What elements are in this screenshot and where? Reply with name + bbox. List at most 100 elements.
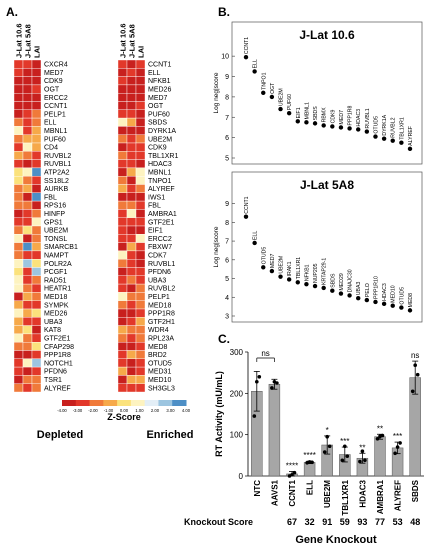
scatter-point-label: RUVBL2 <box>391 117 397 137</box>
enriched-cell <box>135 275 146 285</box>
depleted-cell <box>13 184 24 194</box>
depleted-cell <box>13 101 24 111</box>
scatter-point <box>252 69 257 74</box>
depleted-cell <box>13 134 24 144</box>
panel-a: A. J-Lat 10.6 J-Lat 5A8 LAI J-Lat 10.6 J-La… <box>6 5 194 441</box>
enriched-column-header: J-Lat 5A8 <box>128 24 137 58</box>
bar-category-label: SBDS <box>411 479 420 502</box>
enriched-cell <box>135 383 146 393</box>
scatter-point-label: OTUD5 <box>399 287 405 305</box>
bar-replicate-point <box>415 372 420 377</box>
depleted-gene-label: UBE2M <box>44 228 68 235</box>
scatter-point <box>364 297 370 303</box>
depleted-gene-label: CXCR4 <box>44 62 68 69</box>
depleted-cell <box>13 234 24 243</box>
scatter-y-tick-label: 8 <box>225 94 229 101</box>
enriched-cell <box>126 234 137 243</box>
enriched-gene-label: OTUD5 <box>148 360 172 367</box>
enriched-cell <box>126 350 137 360</box>
enriched-cell <box>117 76 128 86</box>
colorbar-segment <box>117 400 132 406</box>
scatter-point-label: ELL <box>253 231 259 240</box>
scatter-point <box>381 301 387 307</box>
colorbar-title: Z-Score <box>107 412 141 422</box>
enriched-cell <box>126 225 137 235</box>
depleted-cell <box>22 242 33 252</box>
enriched-cell <box>117 259 128 268</box>
enriched-cell <box>135 333 146 343</box>
enriched-cell <box>126 308 137 318</box>
depleted-cell <box>22 366 33 376</box>
enriched-gene-label: FBXW7 <box>148 244 172 251</box>
scatter-point-label: MED8 <box>408 293 414 308</box>
depleted-cell <box>22 275 33 285</box>
depleted-gene-label: CCNT1 <box>44 103 67 110</box>
depleted-cell <box>31 292 42 301</box>
depleted-cell <box>22 167 33 177</box>
scatter-point <box>390 303 395 308</box>
colorbar-segment <box>130 400 146 406</box>
enriched-cell <box>135 283 146 293</box>
enriched-cell <box>117 275 128 285</box>
scatter-point-label: TNPO1 <box>261 72 267 89</box>
enriched-gene-label: ERCC2 <box>148 236 172 243</box>
depleted-cell <box>13 366 24 376</box>
depleted-gene-label: HINFP <box>44 211 65 218</box>
bar-replicate-point <box>398 441 402 445</box>
knockout-score-value: 48 <box>410 517 420 527</box>
depleted-cell <box>22 292 33 301</box>
enriched-cell <box>135 342 146 351</box>
scatter-point-label: UBE2M <box>279 256 285 274</box>
depleted-cell <box>13 333 24 343</box>
scatter-y-tick-label: 8 <box>225 220 229 227</box>
bar-category-label: ALYREF <box>394 480 403 511</box>
enriched-gene-label: AMBRA1 <box>148 211 177 218</box>
scatter-point <box>364 129 370 134</box>
scatter-point-label: DYRK1A <box>382 114 388 135</box>
depleted-cell <box>31 267 42 277</box>
enriched-cell <box>126 333 137 343</box>
enriched-cell <box>117 375 128 384</box>
enriched-cell <box>117 383 128 393</box>
enriched-gene-label: NFKB1 <box>148 78 171 85</box>
depleted-gene-label: OGT <box>44 87 60 94</box>
depleted-gene-label: TONSL <box>44 236 67 243</box>
scatter-point-label: EIF1 <box>296 107 302 118</box>
scatter-point-label: OTUD5 <box>261 247 267 265</box>
scatter-point <box>407 146 413 152</box>
enriched-cell <box>135 84 146 94</box>
enriched-cell <box>126 134 137 144</box>
enriched-cell <box>126 242 137 252</box>
enriched-cell <box>135 225 146 235</box>
bar-y-tick-label: 200 <box>230 389 244 398</box>
enriched-cell <box>126 109 137 119</box>
enriched-cell <box>135 325 146 335</box>
depleted-gene-label: UBA3 <box>44 319 62 326</box>
enriched-cell <box>126 317 137 326</box>
depleted-column-header: J-Lat 5A8 <box>24 24 33 58</box>
depleted-gene-labels: CXCR4MED7CDK9OGTERCC2CCNT1PELP1ELLMBNL1P… <box>44 62 78 393</box>
depleted-cell <box>13 92 24 102</box>
depleted-cell <box>31 300 42 310</box>
depleted-cell <box>22 259 33 268</box>
colorbar-segment <box>62 400 77 406</box>
bar-category-label: NTC <box>253 480 262 497</box>
depleted-cell <box>13 59 24 69</box>
depleted-cell <box>31 308 42 318</box>
depleted-cell <box>31 175 42 185</box>
depleted-cell <box>13 217 24 227</box>
enriched-cell <box>126 159 137 169</box>
scatter-y-tick-label: 9 <box>225 201 229 208</box>
enriched-cell <box>135 308 146 318</box>
enriched-cell <box>135 200 146 210</box>
scatter-point <box>321 123 326 128</box>
depleted-gene-label: PUF60 <box>44 136 66 143</box>
depleted-cell <box>22 333 33 343</box>
enriched-cell <box>135 217 146 227</box>
enriched-cell <box>135 267 146 277</box>
depleted-cell <box>22 342 33 351</box>
scatter-point-label: MBNL1 <box>304 102 310 119</box>
scatter-point-label: CCNT1 <box>244 196 250 213</box>
enriched-cell <box>117 117 128 127</box>
scatter-frame <box>231 21 423 165</box>
